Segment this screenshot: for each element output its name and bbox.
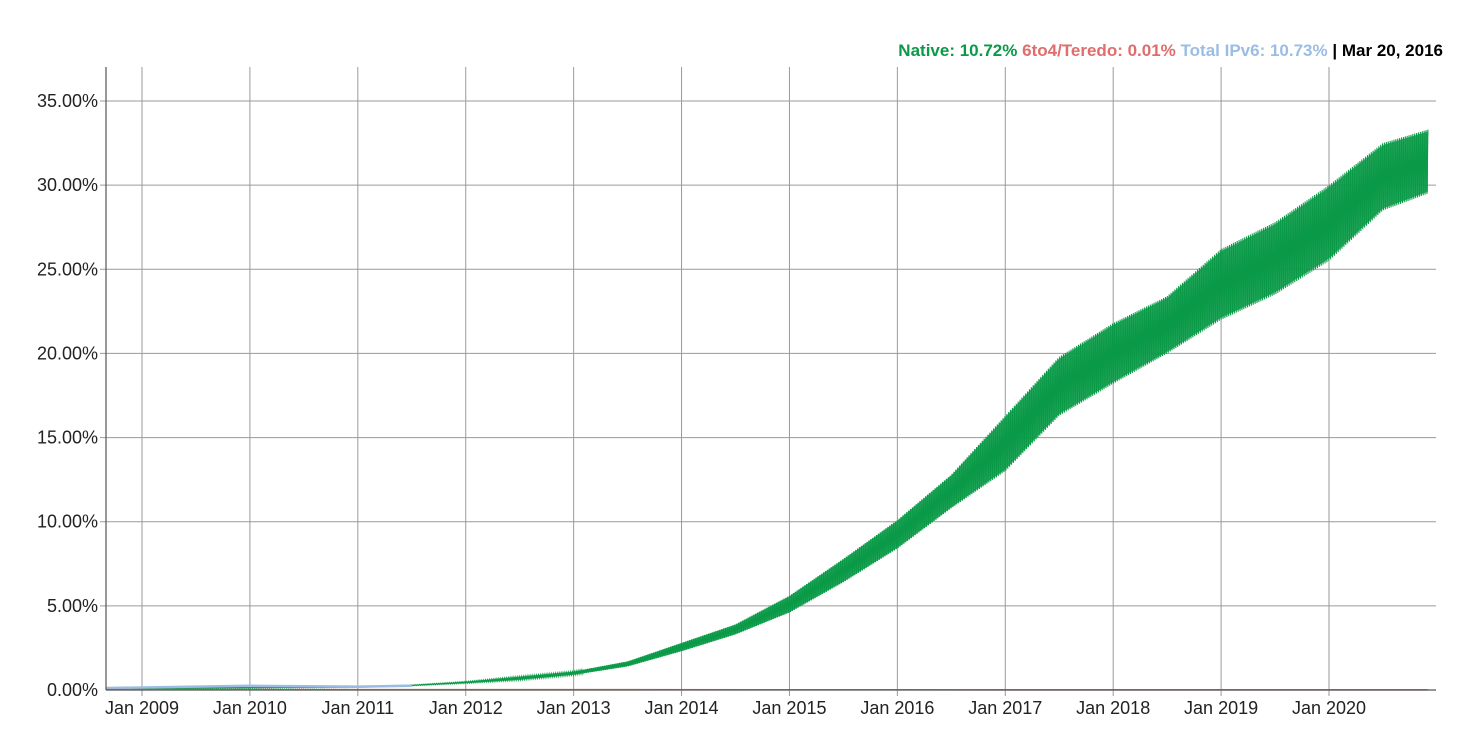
x-tick-label: Jan 2020 <box>1292 698 1366 718</box>
y-tick-label: 25.00% <box>37 259 98 279</box>
x-tick-label: Jan 2019 <box>1184 698 1258 718</box>
y-tick-label: 5.00% <box>47 596 98 616</box>
legend-teredo: 6to4/Teredo: 0.01% <box>1022 41 1176 60</box>
x-tick-label: Jan 2013 <box>537 698 611 718</box>
x-tick-label: Jan 2012 <box>429 698 503 718</box>
tick-labels: 0.00% 5.00% 10.00% 15.00% 20.00% 25.00% 30.00%… <box>37 91 1366 718</box>
x-tick-label: Jan 2017 <box>968 698 1042 718</box>
x-tick-label: Jan 2014 <box>645 698 719 718</box>
legend-total: Total IPv6: 10.73% <box>1180 41 1328 60</box>
x-tick-label: Jan 2010 <box>213 698 287 718</box>
y-tick-label: 30.00% <box>37 175 98 195</box>
legend-native: Native: 10.72% <box>898 41 1018 60</box>
x-tick-label: Jan 2018 <box>1076 698 1150 718</box>
y-tick-label: 20.00% <box>37 343 98 363</box>
y-tick-label: 35.00% <box>37 91 98 111</box>
legend-separator: | <box>1332 41 1338 60</box>
y-tick-label: 15.00% <box>37 428 98 448</box>
y-tick-label: 0.00% <box>47 680 98 700</box>
grid <box>100 67 1436 696</box>
chart-legend: Native: 10.72% 6to4/Teredo: 0.01% Total … <box>898 41 1443 61</box>
x-tick-label: Jan 2015 <box>752 698 826 718</box>
x-tick-label: Jan 2011 <box>321 698 394 718</box>
total-ipv6-series-line <box>106 684 412 690</box>
legend-date: Mar 20, 2016 <box>1341 41 1443 60</box>
axes <box>105 67 1436 691</box>
x-tick-label: Jan 2016 <box>860 698 934 718</box>
native-series-line <box>105 129 1429 690</box>
y-tick-label: 10.00% <box>37 512 98 532</box>
x-tick-label: Jan 2009 <box>105 698 179 718</box>
